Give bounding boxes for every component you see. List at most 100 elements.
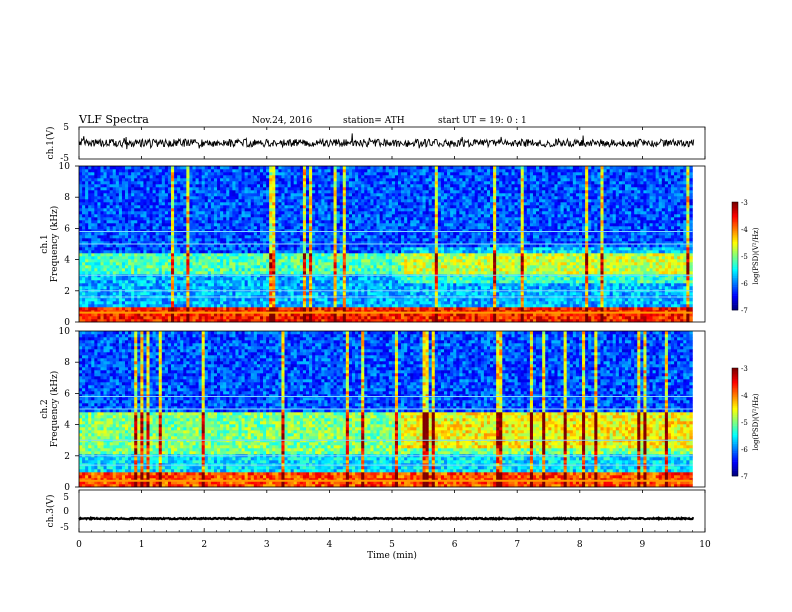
spectrogram-cell xyxy=(251,169,254,172)
spectrogram-cell xyxy=(361,202,364,205)
spectrogram-cell xyxy=(281,238,284,241)
spectrogram-cell xyxy=(306,277,309,280)
spectrogram-cell xyxy=(331,166,334,169)
spectrogram-cell xyxy=(79,247,82,250)
spectrogram-cell xyxy=(186,283,189,286)
spectrogram-cell xyxy=(367,214,370,217)
spectrogram-cell xyxy=(285,304,288,307)
spectrogram-cell xyxy=(192,181,195,184)
spectrogram-cell xyxy=(306,202,309,205)
spectrogram-cell xyxy=(306,181,309,184)
spectrogram-cell xyxy=(263,298,266,301)
spectrogram-cell xyxy=(239,238,242,241)
spectrogram-cell xyxy=(156,217,159,220)
spectrogram-cell xyxy=(324,217,327,220)
spectrogram-cell xyxy=(306,304,309,307)
spectrogram-cell xyxy=(321,283,324,286)
spectrogram-cell xyxy=(122,250,125,253)
spectrogram-cell xyxy=(229,172,232,175)
spectrogram-cell xyxy=(288,187,291,190)
spectrogram-cell xyxy=(312,298,315,301)
spectrogram-cell xyxy=(113,184,116,187)
spectrogram-cell xyxy=(119,199,122,202)
spectrogram-cell xyxy=(125,172,128,175)
spectrogram-cell xyxy=(257,253,260,256)
spectrogram-cell xyxy=(269,196,272,199)
spectrogram-cell xyxy=(294,238,297,241)
spectrogram-cell xyxy=(214,214,217,217)
spectrogram-cell xyxy=(159,307,162,310)
spectrogram-cell xyxy=(355,166,358,169)
spectrogram-cell xyxy=(226,217,229,220)
spectrogram-cell xyxy=(162,301,165,304)
spectrogram-cell xyxy=(324,250,327,253)
spectrogram-cell xyxy=(294,223,297,226)
spectrogram-cell xyxy=(159,175,162,178)
spectrogram-cell xyxy=(331,232,334,235)
spectrogram-cell xyxy=(113,253,116,256)
spectrogram-cell xyxy=(334,166,337,169)
spectrogram-cell xyxy=(251,283,254,286)
spectrogram-cell xyxy=(257,265,260,268)
spectrogram-cell xyxy=(358,301,361,304)
spectrogram-cell xyxy=(174,304,177,307)
spectrogram-cell xyxy=(361,205,364,208)
spectrogram-cell xyxy=(128,223,131,226)
spectrogram-cell xyxy=(297,247,300,250)
spectrogram-cell xyxy=(217,187,220,190)
spectrogram-cell xyxy=(131,301,134,304)
spectrogram-cell xyxy=(134,265,137,268)
spectrogram-cell xyxy=(358,265,361,268)
spectrogram-cell xyxy=(159,199,162,202)
spectrogram-cell xyxy=(278,247,281,250)
spectrogram-cell xyxy=(146,259,149,262)
spectrogram-cell xyxy=(245,220,248,223)
spectrogram-cell xyxy=(134,172,137,175)
spectrogram-cell xyxy=(315,247,318,250)
spectrogram-cell xyxy=(82,238,85,241)
spectrogram-cell xyxy=(177,247,180,250)
spectrogram-cell xyxy=(266,262,269,265)
spectrogram-cell xyxy=(134,184,137,187)
spectrogram-cell xyxy=(278,298,281,301)
spectrogram-cell xyxy=(156,205,159,208)
spectrogram-cell xyxy=(94,280,97,283)
spectrogram-cell xyxy=(257,250,260,253)
spectrogram-cell xyxy=(340,187,343,190)
spectrogram-cell xyxy=(346,298,349,301)
spectrogram-cell xyxy=(223,247,226,250)
spectrogram-cell xyxy=(346,280,349,283)
spectrogram-cell xyxy=(278,175,281,178)
spectrogram-cell xyxy=(97,190,100,193)
spectrogram-cell xyxy=(205,250,208,253)
spectrogram-cell xyxy=(177,283,180,286)
spectrogram-cell xyxy=(196,223,199,226)
spectrogram-cell xyxy=(189,196,192,199)
spectrogram-cell xyxy=(122,307,125,310)
spectrogram-cell xyxy=(159,181,162,184)
spectrogram-cell xyxy=(159,268,162,271)
spectrogram-cell xyxy=(288,304,291,307)
spectrogram-cell xyxy=(119,271,122,274)
spectrogram-cell xyxy=(275,277,278,280)
spectrogram-cell xyxy=(192,175,195,178)
spectrogram-cell xyxy=(91,166,94,169)
spectrogram-cell xyxy=(211,253,214,256)
spectrogram-cell xyxy=(168,304,171,307)
spectrogram-cell xyxy=(220,193,223,196)
spectrogram-cell xyxy=(140,217,143,220)
spectrogram-cell xyxy=(205,307,208,310)
spectrogram-cell xyxy=(140,256,143,259)
spectrogram-cell xyxy=(242,253,245,256)
spectrogram-cell xyxy=(321,262,324,265)
spectrogram-cell xyxy=(202,175,205,178)
spectrogram-cell xyxy=(85,286,88,289)
spectrogram-cell xyxy=(288,235,291,238)
spectrogram-cell xyxy=(257,187,260,190)
spectrogram-cell xyxy=(85,235,88,238)
spectrogram-cell xyxy=(85,181,88,184)
spectrogram-cell xyxy=(140,199,143,202)
spectrogram-cell xyxy=(242,292,245,295)
spectrogram-cell xyxy=(159,166,162,169)
spectrogram-cell xyxy=(327,247,330,250)
